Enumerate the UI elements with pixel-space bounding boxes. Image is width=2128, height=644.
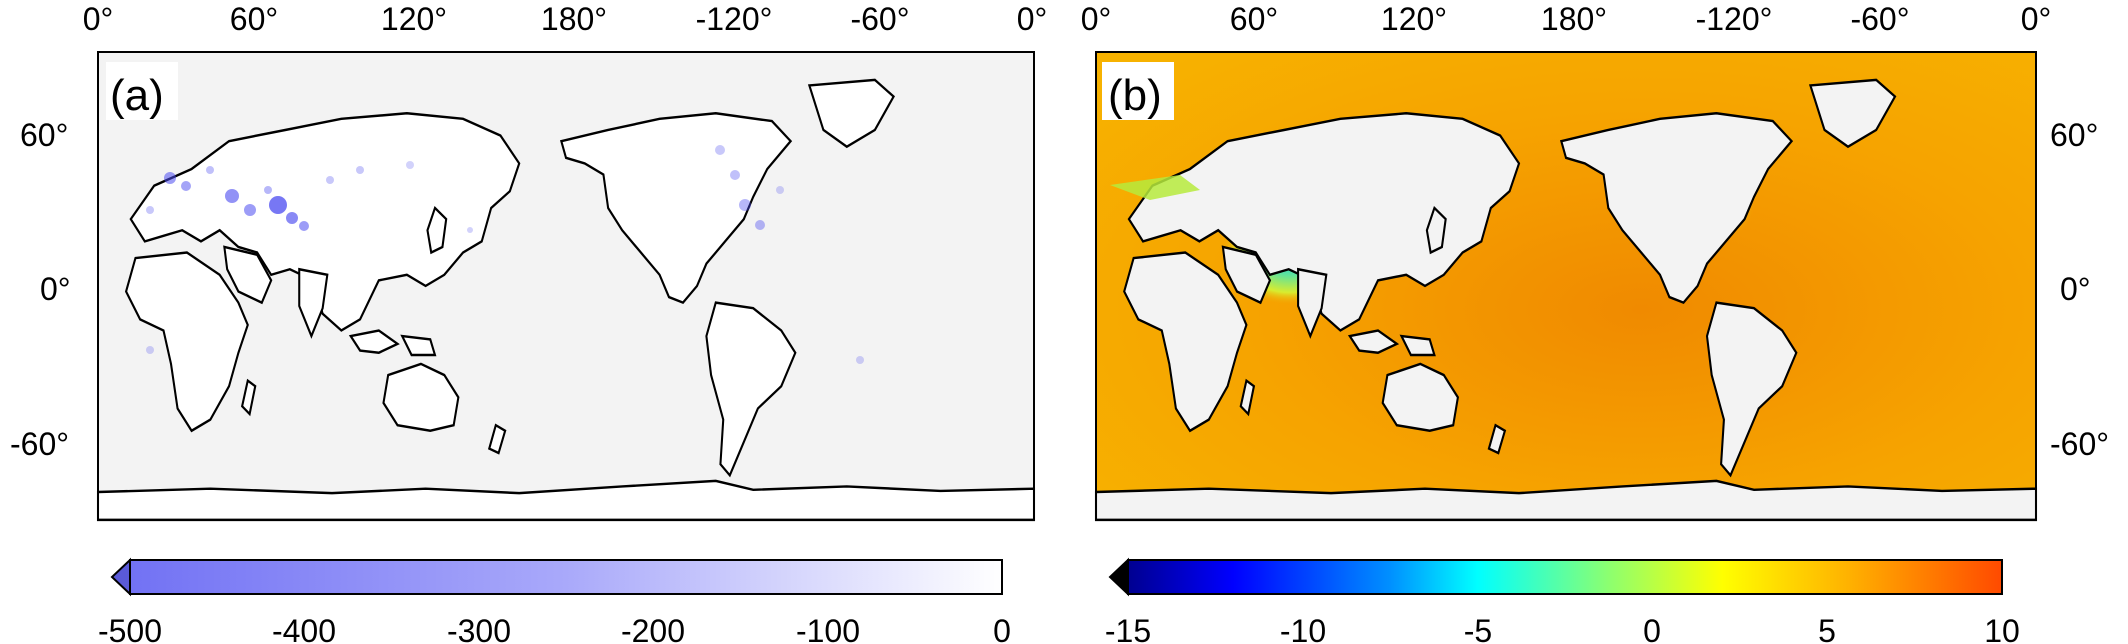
- map-b-frame: [1095, 51, 2037, 521]
- lon-label: 0°: [83, 1, 114, 37]
- lon-label: 180°: [541, 1, 607, 37]
- right-lat-axis: 60° 0° -60°: [2050, 117, 2109, 462]
- lon-label: -60°: [1850, 1, 1909, 37]
- map-panel-b: (b): [1094, 51, 2038, 522]
- top-lon-axis-a: 0° 60° 120° 180° -120° -60° 0°: [83, 1, 1048, 37]
- panel-a-label: (a): [110, 71, 164, 120]
- lon-label: 0°: [1081, 1, 1112, 37]
- colorbar-a: -500 -400 -300 -200 -100 0: [98, 557, 1011, 644]
- lat-label: 0°: [2060, 271, 2091, 307]
- colorbar-a-extend-triangle: [110, 557, 131, 597]
- colorbar-b-gradient: [1127, 559, 2003, 595]
- lon-label: -120°: [1696, 1, 1773, 37]
- colorbar-tick: -15: [1105, 613, 1151, 644]
- left-lat-axis: 60° 0° -60°: [10, 117, 71, 462]
- colorbar-tick: -5: [1464, 613, 1492, 644]
- lon-label: 120°: [381, 1, 447, 37]
- map-a-frame: [97, 51, 1035, 521]
- colorbar-tick: -500: [98, 613, 162, 644]
- lat-label: -60°: [10, 426, 69, 462]
- colorbar-b: -15 -10 -5 0 5 10: [1105, 557, 2020, 644]
- lon-label: 0°: [2021, 1, 2052, 37]
- colorbar-tick: -400: [272, 613, 336, 644]
- colorbar-a-gradient: [129, 559, 1003, 595]
- lon-label: 120°: [1381, 1, 1447, 37]
- lon-label: 60°: [230, 1, 278, 37]
- colorbar-tick: -300: [447, 613, 511, 644]
- panel-b-label-bg: [1102, 62, 1174, 120]
- colorbar-b-ticks: -15 -10 -5 0 5 10: [1105, 613, 2020, 644]
- panel-a-label-bg: [106, 62, 178, 120]
- colorbar-tick: -100: [796, 613, 860, 644]
- lon-label: -60°: [850, 1, 909, 37]
- lon-label: 60°: [1230, 1, 1278, 37]
- colorbar-a-ticks: -500 -400 -300 -200 -100 0: [98, 613, 1011, 644]
- lat-label: -60°: [2050, 426, 2109, 462]
- colorbar-tick: 5: [1818, 613, 1836, 644]
- top-lon-axis-b: 0° 60° 120° 180° -120° -60° 0°: [1081, 1, 2052, 37]
- lon-label: 0°: [1017, 1, 1048, 37]
- colorbar-b-extend-triangle: [1108, 557, 1129, 597]
- lat-label: 0°: [40, 271, 71, 307]
- map-panel-a: (a): [96, 51, 1036, 522]
- lon-label: -120°: [696, 1, 773, 37]
- colorbar-tick: 0: [993, 613, 1011, 644]
- lon-label: 180°: [1541, 1, 1607, 37]
- map-b-mediterranean: [1110, 175, 1200, 200]
- colorbar-tick: 10: [1984, 613, 2020, 644]
- map-a-speckles: [146, 145, 864, 364]
- lat-label: 60°: [2050, 117, 2098, 153]
- colorbar-tick: -200: [621, 613, 685, 644]
- lat-label: 60°: [20, 117, 68, 153]
- panel-b-label: (b): [1108, 71, 1162, 120]
- colorbar-tick: 0: [1643, 613, 1661, 644]
- colorbar-tick: -10: [1280, 613, 1326, 644]
